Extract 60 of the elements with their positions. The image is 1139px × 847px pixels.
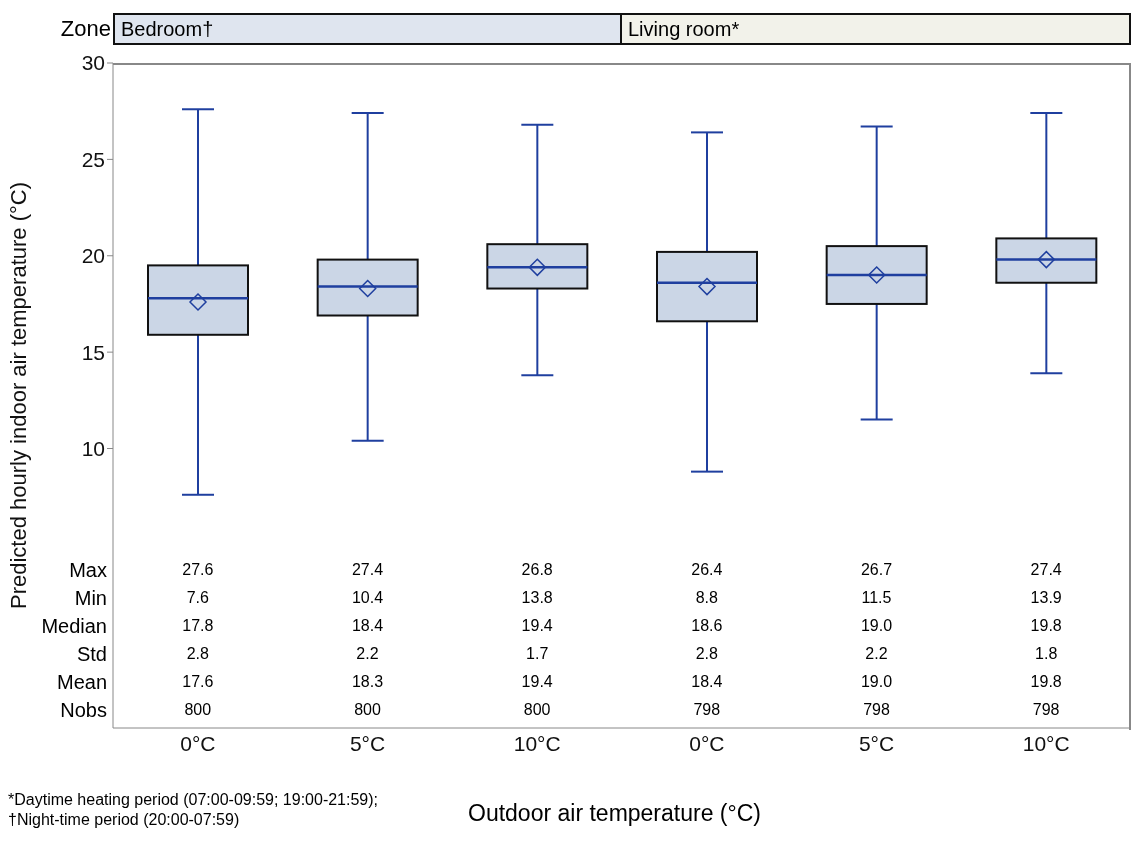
annotation: 18.4 bbox=[690, 672, 724, 692]
annotation: 19.0 bbox=[859, 616, 894, 636]
y-axis-title: Predicted hourly indoor air temperature (°C) bbox=[5, 182, 31, 609]
annotation: 2.8 bbox=[185, 644, 210, 664]
annotation: 1.8 bbox=[1034, 644, 1059, 664]
annotation: 27.4 bbox=[1029, 560, 1063, 580]
annotation: 798 bbox=[862, 700, 891, 720]
y-tick-label: 10 bbox=[81, 436, 105, 460]
text: Std bbox=[76, 642, 107, 667]
annotation: 19.0 bbox=[859, 672, 894, 692]
text: Bedroom† bbox=[113, 13, 622, 45]
annotation: 26.4 bbox=[690, 560, 724, 580]
text: Living room* bbox=[622, 13, 1131, 45]
x-axis-title: Outdoor air temperature (°C) bbox=[468, 800, 761, 827]
annotation: 800 bbox=[183, 700, 213, 720]
annotation: 798 bbox=[692, 700, 722, 720]
text: Nobs bbox=[60, 698, 107, 723]
x-tick-label: 0°C bbox=[689, 731, 725, 755]
annotation: 800 bbox=[522, 700, 552, 720]
text: Zone bbox=[59, 16, 111, 42]
y-tick-label: 15 bbox=[81, 340, 105, 364]
annotation: 19.8 bbox=[1029, 616, 1063, 636]
annotation: 19.4 bbox=[520, 672, 554, 692]
annotation: 2.8 bbox=[694, 644, 719, 664]
annotation: 1.7 bbox=[525, 644, 550, 664]
annotation: 2.2 bbox=[355, 644, 380, 664]
annotation: 17.8 bbox=[181, 616, 215, 636]
annotation: 798 bbox=[1031, 700, 1061, 720]
text: Median bbox=[41, 614, 107, 639]
annotation: 18.3 bbox=[350, 672, 385, 692]
y-tick-label: 20 bbox=[81, 244, 105, 268]
annotation: 17.6 bbox=[181, 672, 215, 692]
text: *Daytime heating period (07:00-09:59; 19:00-21:59); bbox=[8, 790, 379, 810]
annotation: 13.9 bbox=[1029, 588, 1063, 608]
annotation: 18.6 bbox=[690, 616, 724, 636]
annotation: 26.8 bbox=[520, 560, 554, 580]
annotation: 27.4 bbox=[350, 560, 385, 580]
text: †Night-time period (20:00-07:59) bbox=[8, 810, 241, 830]
annotation: 27.6 bbox=[181, 560, 215, 580]
annotation: 11.5 bbox=[860, 588, 893, 608]
x-tick-label: 0°C bbox=[180, 731, 216, 755]
x-tick-label: 5°C bbox=[858, 731, 895, 755]
text: Max bbox=[69, 558, 107, 583]
text: Min bbox=[74, 586, 107, 611]
annotation: 800 bbox=[353, 700, 382, 720]
annotation: 10.4 bbox=[350, 588, 385, 608]
annotation: 19.4 bbox=[520, 616, 554, 636]
y-tick-label: 30 bbox=[81, 51, 105, 75]
text: Mean bbox=[56, 670, 107, 695]
annotation: 8.8 bbox=[694, 588, 719, 608]
annotation: 7.6 bbox=[185, 588, 210, 608]
annotation: 2.2 bbox=[864, 644, 889, 664]
x-tick-label: 10°C bbox=[513, 731, 561, 755]
x-tick-label: 10°C bbox=[1022, 731, 1070, 755]
y-tick-label: 25 bbox=[81, 147, 105, 171]
annotation: 26.7 bbox=[859, 560, 894, 580]
annotation: 13.8 bbox=[520, 588, 554, 608]
annotation: 18.4 bbox=[350, 616, 385, 636]
annotation: 19.8 bbox=[1029, 672, 1063, 692]
x-tick-label: 5°C bbox=[349, 731, 386, 755]
